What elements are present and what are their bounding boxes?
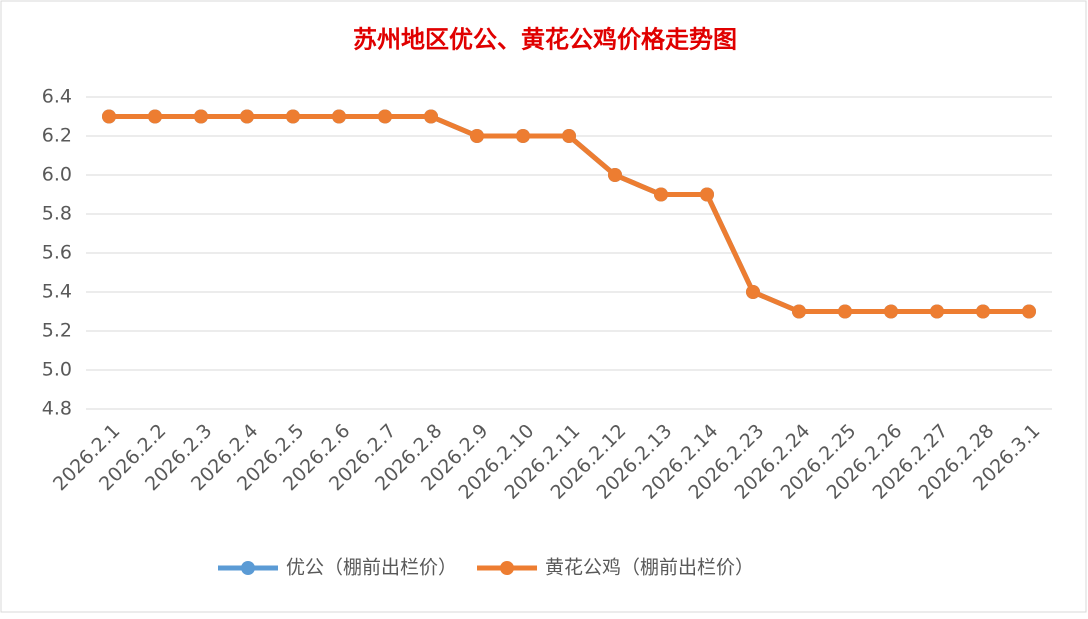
y-tick-label: 5.6: [42, 242, 72, 264]
y-tick-label: 6.4: [42, 86, 72, 108]
point: [746, 285, 760, 299]
point: [332, 109, 346, 124]
point: [102, 109, 116, 124]
point: [930, 304, 944, 319]
point: [838, 304, 852, 319]
point: [976, 304, 990, 319]
point: [148, 109, 162, 124]
point: [792, 304, 806, 319]
point: [470, 129, 484, 143]
point: [194, 109, 208, 124]
y-tick-label: 6.0: [42, 164, 72, 186]
point: [240, 109, 254, 124]
y-tick-label: 4.8: [42, 398, 72, 420]
point: [516, 129, 530, 143]
legend-marker: [500, 561, 515, 575]
point: [424, 109, 438, 124]
point: [654, 187, 668, 202]
y-tick-label: 5.4: [42, 281, 72, 303]
legend-label: 优公（棚前出栏价）: [286, 557, 457, 579]
y-tick-label: 5.8: [42, 203, 72, 225]
point: [608, 168, 622, 182]
point: [562, 129, 576, 143]
legend-label: 黄花公鸡（棚前出栏价）: [545, 557, 754, 579]
point: [884, 304, 898, 319]
y-tick-label: 6.2: [42, 125, 72, 147]
point: [286, 109, 300, 124]
legend-marker: [241, 561, 255, 575]
point: [700, 187, 714, 202]
point: [378, 109, 392, 124]
chart-title: 苏州地区优公、黄花公鸡价格走势图: [353, 25, 737, 54]
point: [1022, 304, 1036, 319]
y-tick-label: 5.2: [42, 320, 72, 342]
y-tick-label: 5.0: [42, 359, 72, 381]
